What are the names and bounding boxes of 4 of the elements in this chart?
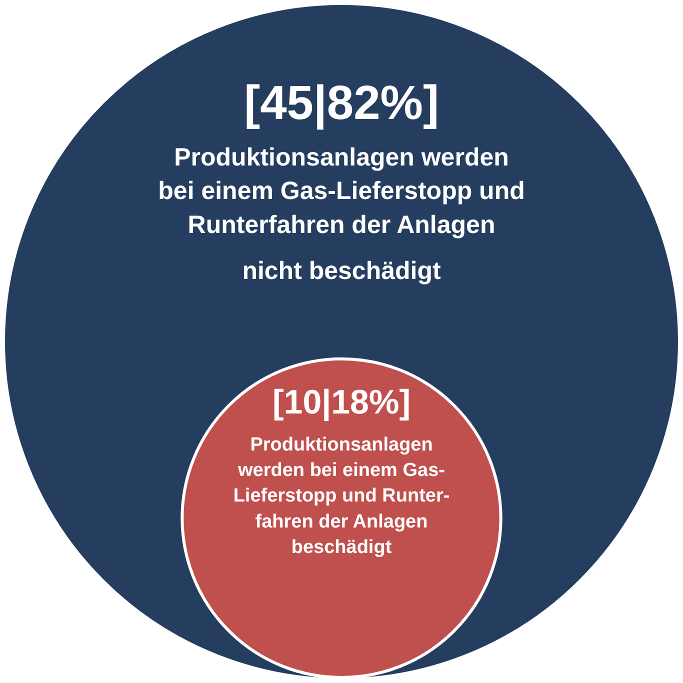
- data-label: [10|18%]: [272, 383, 411, 422]
- data-label: [45|82%]: [244, 76, 439, 130]
- category-label: Produktionsanlagen werden bei einem Gas- Lieferstopp und Runter- fahren der Anlagen beschädigt: [233, 434, 450, 558]
- category-label: Produktionsanlagen werden bei einem Gas-Lieferstopp und Runterfahren der Anlagen nicht beschädigt: [158, 143, 525, 286]
